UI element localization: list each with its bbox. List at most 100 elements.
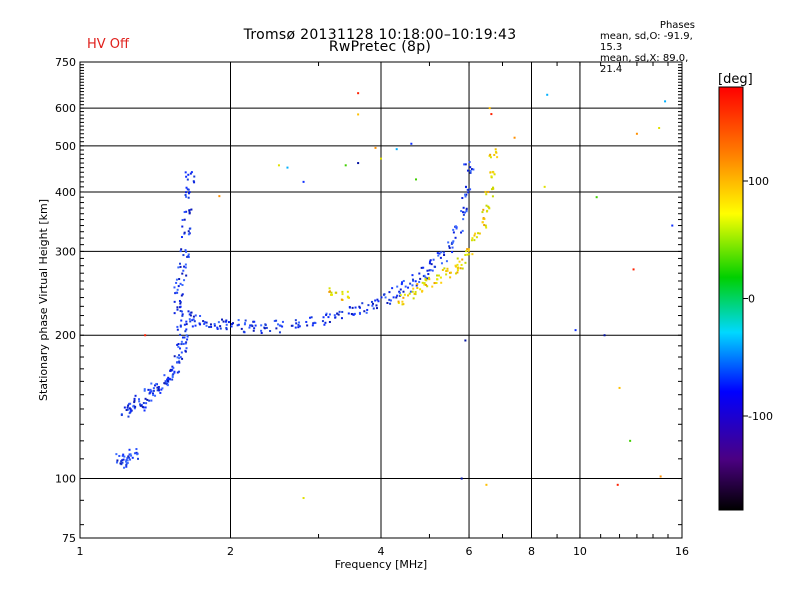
- x-mode-point: [484, 190, 487, 193]
- o-mode-point: [278, 324, 281, 327]
- o-mode-point: [133, 452, 136, 455]
- o-mode-point: [358, 311, 361, 314]
- o-mode-point: [277, 323, 280, 326]
- o-mode-point: [448, 246, 451, 249]
- o-mode-point: [429, 260, 432, 263]
- o-mode-point: [361, 302, 364, 305]
- o-mode-point: [118, 454, 121, 457]
- o-mode-point: [184, 330, 187, 333]
- scattered-point: [344, 164, 347, 167]
- o-mode-point: [297, 323, 300, 326]
- o-mode-point: [179, 333, 182, 336]
- o-mode-point: [337, 313, 340, 316]
- chart-title: Tromsø 20131128 10:18:00–10:19:43: [243, 27, 517, 43]
- x-mode-point: [334, 291, 337, 294]
- x-mode-point: [494, 148, 497, 151]
- x-mode-point: [487, 205, 490, 208]
- o-mode-point: [470, 168, 473, 171]
- x-mode-point: [423, 283, 426, 286]
- o-mode-point: [185, 341, 188, 344]
- o-mode-point: [180, 343, 183, 346]
- o-mode-point: [263, 327, 266, 330]
- o-mode-point: [152, 387, 155, 390]
- o-mode-point: [199, 323, 202, 326]
- o-mode-point: [166, 383, 169, 386]
- o-mode-point: [121, 454, 124, 457]
- scattered-point: [395, 148, 398, 151]
- o-mode-point: [460, 231, 463, 234]
- o-mode-point: [192, 315, 195, 318]
- o-mode-point: [176, 288, 179, 291]
- o-mode-point: [464, 185, 467, 188]
- o-mode-point: [358, 305, 361, 308]
- o-mode-point: [182, 254, 185, 257]
- o-mode-point: [249, 324, 252, 327]
- o-mode-point: [396, 285, 399, 288]
- x-mode-point: [456, 271, 459, 274]
- o-mode-point: [254, 324, 257, 327]
- o-mode-point: [376, 298, 379, 301]
- x-mode-point: [402, 296, 405, 299]
- o-mode-point: [126, 462, 129, 465]
- o-mode-point: [192, 318, 195, 321]
- o-mode-point: [426, 269, 429, 272]
- x-mode-point: [477, 232, 480, 235]
- o-mode-point: [388, 298, 391, 301]
- o-mode-point: [177, 345, 180, 348]
- scattered-point: [629, 439, 632, 442]
- o-mode-point: [216, 327, 219, 330]
- o-mode-point: [462, 211, 465, 214]
- x-mode-point: [408, 292, 411, 295]
- o-mode-point: [455, 227, 458, 230]
- o-mode-point: [188, 209, 191, 212]
- o-mode-point: [242, 330, 245, 333]
- o-mode-point: [237, 319, 240, 322]
- o-mode-point: [363, 310, 366, 313]
- o-mode-point: [154, 394, 157, 397]
- o-mode-point: [176, 356, 179, 359]
- o-mode-point: [125, 459, 128, 462]
- o-mode-point: [375, 307, 378, 310]
- o-mode-point: [189, 172, 192, 175]
- o-mode-point: [322, 316, 325, 319]
- o-mode-point: [392, 296, 395, 299]
- o-mode-point: [451, 251, 454, 254]
- o-mode-point: [244, 322, 247, 325]
- o-mode-point: [350, 312, 353, 315]
- o-mode-point: [166, 378, 169, 381]
- x-mode-point: [483, 217, 486, 220]
- o-mode-point: [181, 313, 184, 316]
- o-mode-point: [209, 323, 212, 326]
- o-mode-point: [179, 347, 182, 350]
- x-mode-point: [397, 302, 400, 305]
- o-mode-point: [294, 319, 297, 322]
- o-mode-point: [152, 394, 155, 397]
- o-mode-point: [386, 301, 389, 304]
- o-mode-point: [126, 459, 129, 462]
- o-mode-point: [187, 310, 190, 313]
- x-mode-point: [456, 267, 459, 270]
- o-mode-point: [422, 266, 425, 269]
- x-mode-point: [428, 278, 431, 281]
- o-mode-point: [173, 300, 176, 303]
- o-mode-point: [244, 319, 247, 322]
- x-mode-point: [445, 273, 448, 276]
- o-mode-point: [185, 334, 188, 337]
- o-mode-point: [134, 405, 137, 408]
- o-mode-point: [451, 241, 454, 244]
- o-mode-point: [181, 272, 184, 275]
- o-mode-point: [185, 175, 188, 178]
- o-mode-point: [176, 328, 179, 331]
- o-mode-point: [431, 269, 434, 272]
- o-mode-point: [452, 240, 455, 243]
- phase-summary-title: Phases: [659, 20, 695, 31]
- o-mode-point: [253, 320, 256, 323]
- o-mode-point: [366, 308, 369, 311]
- o-mode-point: [311, 324, 314, 327]
- o-mode-point: [188, 227, 191, 230]
- o-mode-point: [134, 394, 137, 397]
- o-mode-point: [327, 316, 330, 319]
- o-mode-point: [133, 401, 136, 404]
- x-mode-point: [425, 279, 428, 282]
- o-mode-point: [120, 414, 123, 417]
